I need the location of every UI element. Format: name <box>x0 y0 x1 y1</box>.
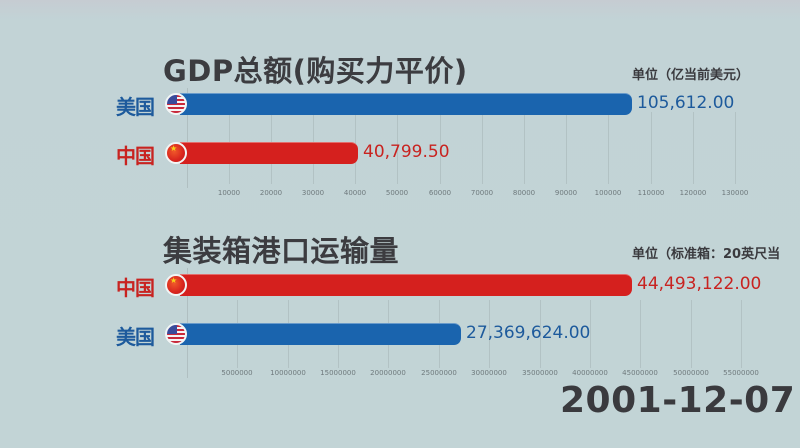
country-label-us: 美国 <box>116 95 155 119</box>
container-bar-cn <box>180 274 632 296</box>
cn-flag-icon <box>165 142 187 164</box>
cn-flag-icon <box>165 274 187 296</box>
gdp-value-us: 105,612.00 <box>637 93 735 113</box>
tick-label: 55000000 <box>723 369 759 377</box>
tick-label: 80000 <box>512 189 536 197</box>
tick-label: 130000 <box>721 189 749 197</box>
tick-label: 40000000 <box>572 369 608 377</box>
tick-label: 100000 <box>594 189 622 197</box>
tick-label: 40000 <box>343 189 367 197</box>
tick-label: 25000000 <box>421 369 457 377</box>
tick-label: 15000000 <box>320 369 356 377</box>
country-label-cn: 中国 <box>116 144 155 168</box>
tick-label: 120000 <box>679 189 707 197</box>
container-row-us: 美国 27,369,624.00 <box>0 322 800 349</box>
country-label-cn: 中国 <box>116 276 155 300</box>
tick-label: 110000 <box>637 189 665 197</box>
gdp-bar-us <box>180 93 632 115</box>
tick-label: 35000000 <box>522 369 558 377</box>
container-bar-us <box>180 323 461 345</box>
date-label: 2001-12-07 <box>560 380 796 421</box>
container-unit-label: 单位（标准箱：20英尺当 <box>632 247 781 262</box>
gdp-row-us: 美国 105,612.00 <box>0 92 800 119</box>
container-row-cn: 中国 44,493,122.00 <box>0 273 800 300</box>
country-label-us: 美国 <box>116 325 155 349</box>
tick-label: 5000000 <box>221 369 253 377</box>
us-flag-icon <box>165 323 187 345</box>
tick-label: 45000000 <box>622 369 658 377</box>
container-value-us: 27,369,624.00 <box>466 323 591 343</box>
tick-label: 90000 <box>554 189 578 197</box>
tick-label: 30000 <box>301 189 325 197</box>
container-chart-title: 集装箱港口运输量 <box>163 234 400 268</box>
gdp-value-cn: 40,799.50 <box>363 142 450 162</box>
gdp-chart-panel: GDP总额(购买力平价) 单位（亿当前美元） 美国 105,612.00 中国 … <box>0 0 800 210</box>
gdp-row-cn: 中国 40,799.50 <box>0 141 800 168</box>
tick-label: 20000 <box>259 189 283 197</box>
tick-label: 20000000 <box>370 369 406 377</box>
tick-label: 60000 <box>428 189 452 197</box>
tick-label: 10000 <box>217 189 241 197</box>
tick-label: 50000000 <box>673 369 709 377</box>
container-value-cn: 44,493,122.00 <box>637 274 762 294</box>
gdp-bar-cn <box>180 142 358 164</box>
tick-label: 30000000 <box>471 369 507 377</box>
us-flag-icon <box>165 93 187 115</box>
gdp-chart-title: GDP总额(购买力平价) <box>163 54 468 88</box>
tick-label: 50000 <box>385 189 409 197</box>
tick-label: 70000 <box>470 189 494 197</box>
tick-label: 10000000 <box>270 369 306 377</box>
gdp-unit-label: 单位（亿当前美元） <box>632 68 750 83</box>
